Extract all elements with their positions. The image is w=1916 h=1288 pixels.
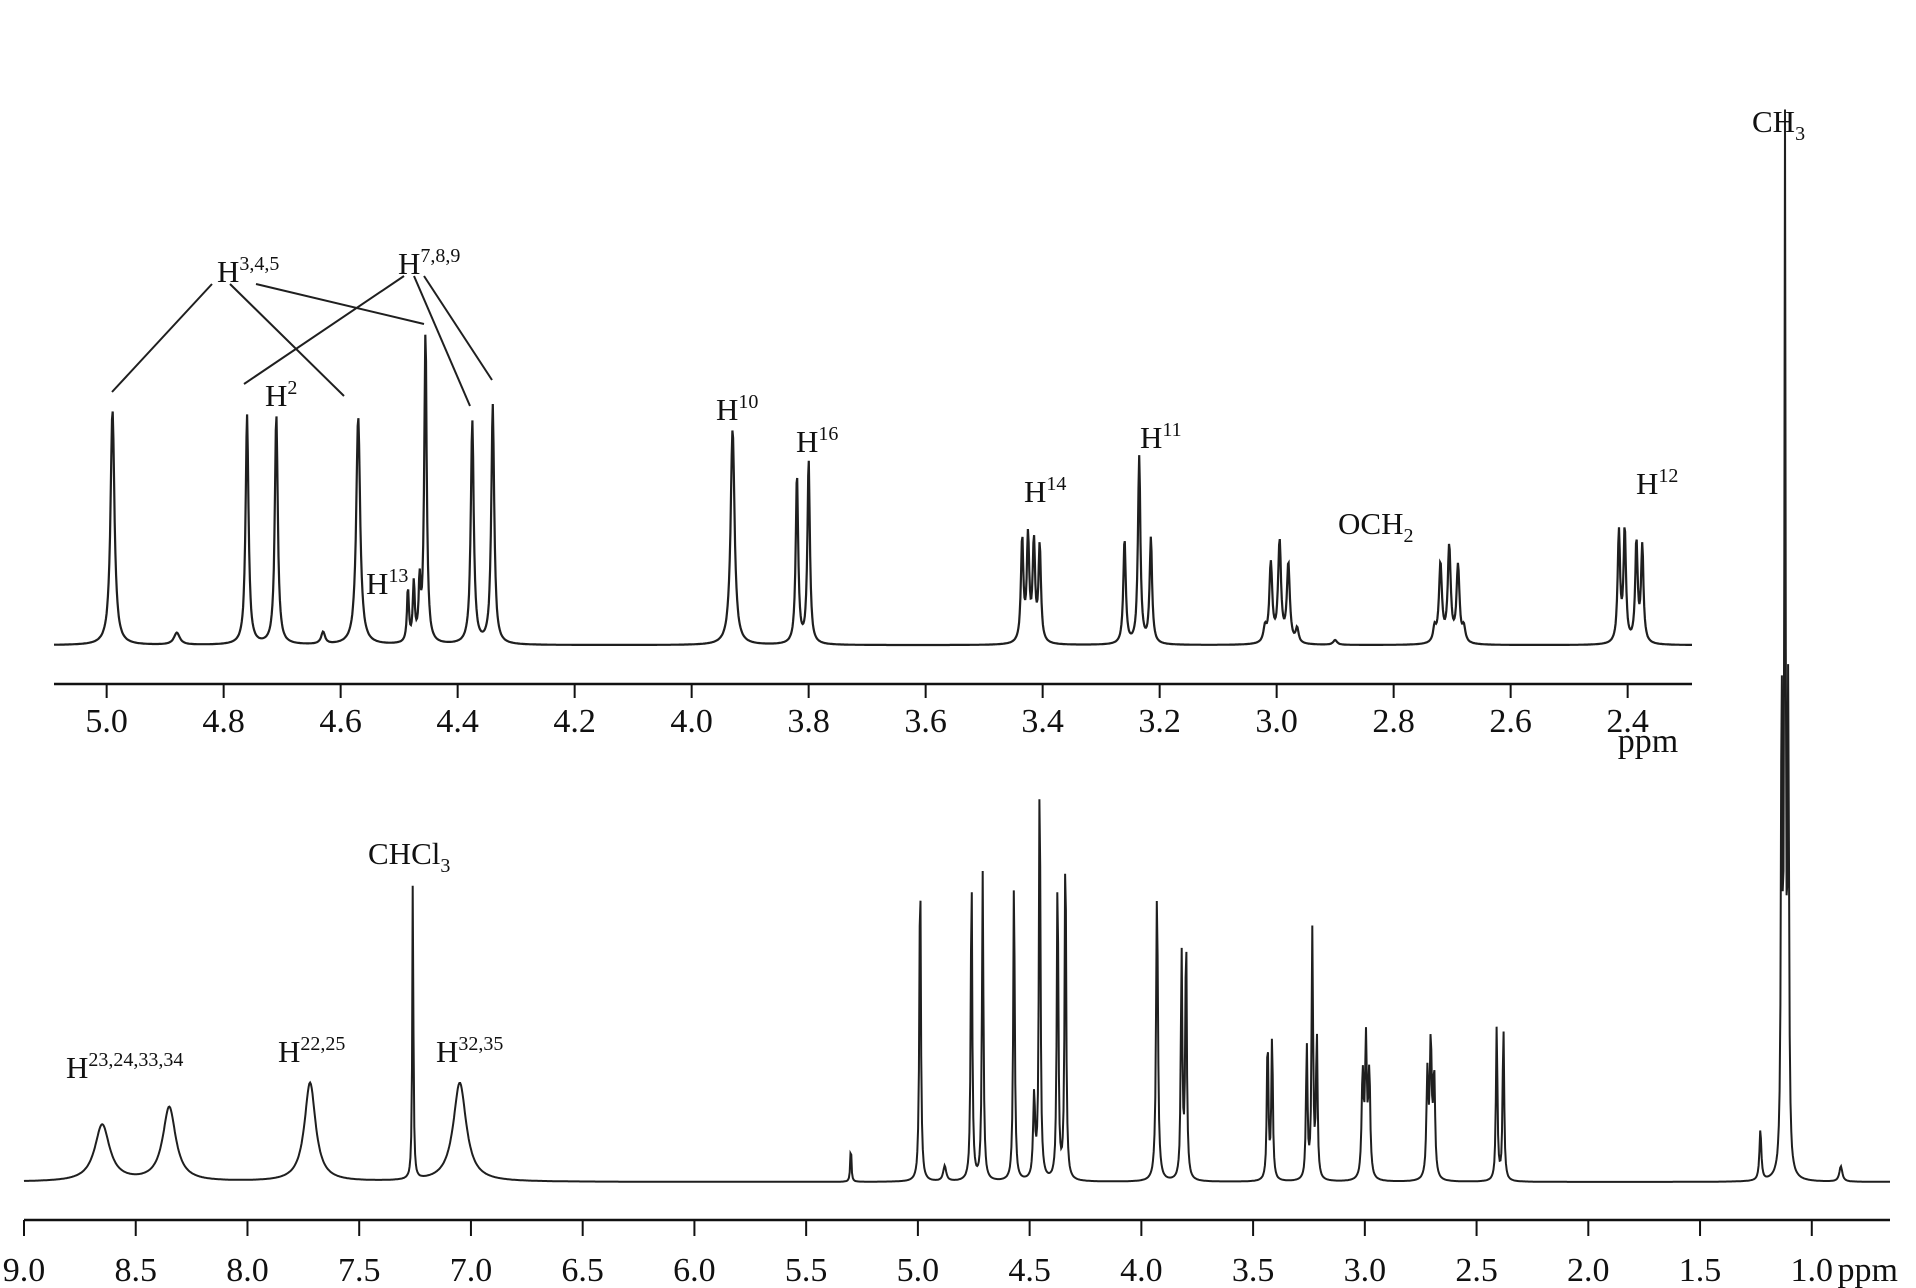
main-tick-label: 1.0 [1791,1252,1834,1288]
connector-h345-c [255,283,425,325]
inset-tick-label: 4.0 [670,703,713,740]
label-h789: H7,8,9 [398,245,460,281]
main-tick-label: 6.0 [673,1252,716,1288]
main-x-axis-unit: ppm [1838,1252,1898,1288]
assignment-lines [111,275,493,407]
main-tick-label: 4.5 [1008,1252,1051,1288]
label-ch3: CH3 [1752,104,1805,145]
main-tick-label: 3.5 [1232,1252,1275,1288]
label-h13: H13 [366,565,408,601]
connector-h345-b [229,283,345,397]
inset-tick-label: 2.4 [1606,703,1649,740]
connector-h789-a [243,275,405,385]
main-tick-label: 4.0 [1120,1252,1163,1288]
main-tick-label: 3.0 [1344,1252,1387,1288]
label-h22: H22,25 [278,1033,345,1069]
main-tick-label: 6.5 [561,1252,604,1288]
inset-x-ticks: 5.0 4.8 4.6 4.4 4.2 4.0 3.8 3.6 3.4 3.2 3.0 2.8 2.6 2… [85,684,1649,740]
inset-tick-label: 3.6 [904,703,947,740]
label-och2: OCH2 [1338,506,1413,547]
main-tick-label: 9.0 [3,1252,46,1288]
main-tick-label: 5.0 [897,1252,940,1288]
connector-h789-c [423,275,493,381]
main-tick-label: 7.0 [450,1252,493,1288]
label-h23: H23,24,33,34 [66,1049,183,1085]
main-tick-label: 7.5 [338,1252,381,1288]
inset-tick-label: 2.6 [1489,703,1532,740]
inset-tick-label: 3.2 [1138,703,1181,740]
main-tick-label: 2.0 [1567,1252,1610,1288]
inset-tick-label: 3.4 [1021,703,1064,740]
inset-tick-label: 5.0 [85,703,128,740]
main-tick-label: 8.0 [226,1252,269,1288]
label-h12: H12 [1636,465,1678,501]
main-tick-label: 2.5 [1455,1252,1498,1288]
inset-tick-label: 4.2 [553,703,596,740]
label-h11: H11 [1140,419,1182,455]
main-spectrum: 9.0 8.5 8.0 7.5 7.0 6.5 6.0 5.5 5.0 4.5 4.0 3.5 3.0 2… [3,104,1898,1288]
inset-tick-label: 3.8 [787,703,830,740]
main-spectrum-trace [23,109,1890,1183]
label-chcl3: CHCl3 [368,836,450,877]
inset-tick-label: 3.0 [1255,703,1298,740]
main-x-ticks: 9.0 8.5 8.0 7.5 7.0 6.5 6.0 5.5 5.0 4.5 4.0 3.5 3.0 2… [3,1220,1833,1288]
inset-tick-label: 2.8 [1372,703,1415,740]
label-h32: H32,35 [436,1033,503,1069]
main-tick-label: 5.5 [785,1252,828,1288]
inset-x-axis-unit: ppm [1618,723,1678,760]
inset-spectrum-trace [54,334,1692,647]
label-h16: H16 [796,423,838,459]
connector-h789-b [413,275,471,407]
label-h2: H2 [265,377,297,413]
main-tick-label: 8.5 [114,1252,157,1288]
label-h345: H3,4,5 [217,253,279,289]
label-h14: H14 [1024,473,1066,509]
inset-tick-label: 4.6 [319,703,362,740]
label-h10: H10 [716,391,758,427]
inset-tick-label: 4.8 [202,703,245,740]
connector-h345-a [111,283,213,393]
main-tick-label: 1.5 [1679,1252,1722,1288]
inset-spectrum: 5.0 4.8 4.6 4.4 4.2 4.0 3.8 3.6 3.4 3.2 3.0 2.8 2.6 2… [54,245,1692,760]
inset-tick-label: 4.4 [436,703,479,740]
